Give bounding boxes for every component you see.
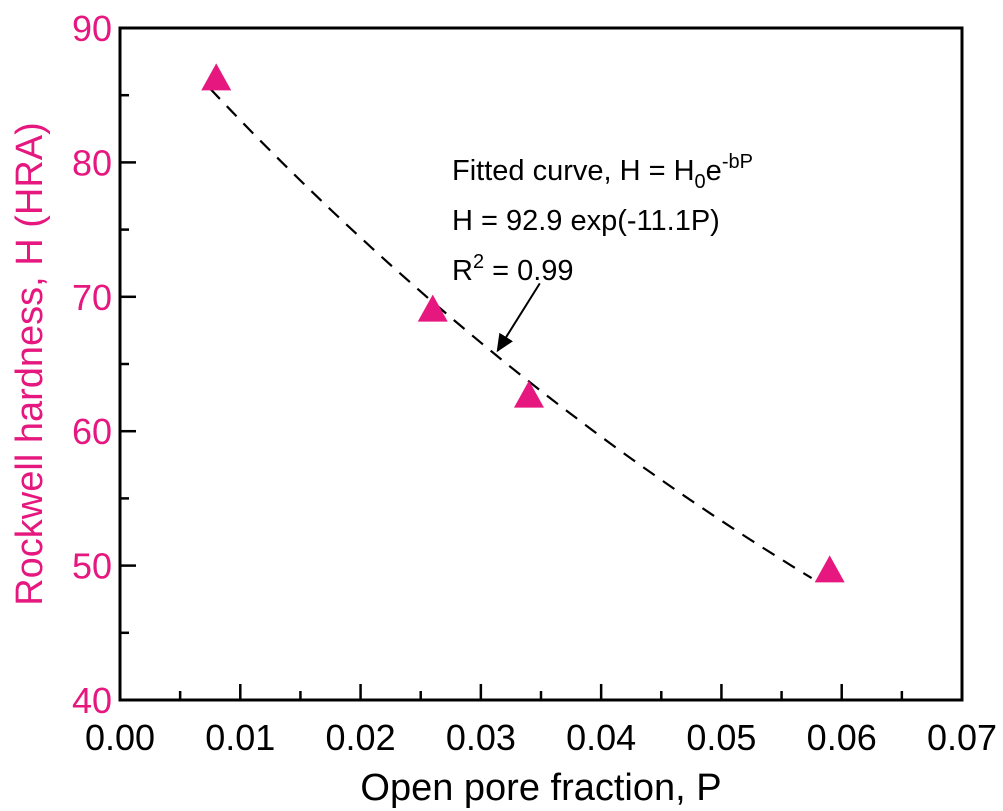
x-tick-label: 0.01 xyxy=(205,717,275,758)
data-point-triangle xyxy=(201,63,232,91)
data-point-triangle xyxy=(513,380,544,408)
plot-frame xyxy=(118,26,964,702)
fitted-curve xyxy=(209,88,813,580)
y-tick-label: 90 xyxy=(72,8,112,49)
annotation-arrow xyxy=(496,282,541,353)
x-tick-label: 0.06 xyxy=(807,717,877,758)
x-axis-label: Open pore fraction, P xyxy=(360,767,721,809)
y-tick-label: 60 xyxy=(72,411,112,452)
x-tick-label: 0.04 xyxy=(566,717,636,758)
annotation-line-2: H = 92.9 exp(-11.1P) xyxy=(452,205,720,237)
y-tick-label: 40 xyxy=(72,680,112,721)
data-point-triangle xyxy=(814,555,845,583)
data-point-triangle xyxy=(417,294,448,322)
x-tick-label: 0.07 xyxy=(927,717,997,758)
annotation-line-3: R2 = 0.99 xyxy=(452,251,574,287)
annotation-line-1: Fitted curve, H = H0e-bP xyxy=(452,151,753,193)
y-tick-label: 80 xyxy=(72,142,112,183)
y-tick-label: 70 xyxy=(72,277,112,318)
fit-annotation: Fitted curve, H = H0e-bP H = 92.9 exp(-1… xyxy=(452,151,753,287)
x-tick-label: 0.03 xyxy=(446,717,516,758)
y-tick-label: 50 xyxy=(72,546,112,587)
x-tick-label: 0.05 xyxy=(686,717,756,758)
y-axis-label: Rockwell hardness, H (HRA) xyxy=(9,122,51,606)
x-tick-label: 0.02 xyxy=(326,717,396,758)
x-tick-label: 0.00 xyxy=(85,717,155,758)
